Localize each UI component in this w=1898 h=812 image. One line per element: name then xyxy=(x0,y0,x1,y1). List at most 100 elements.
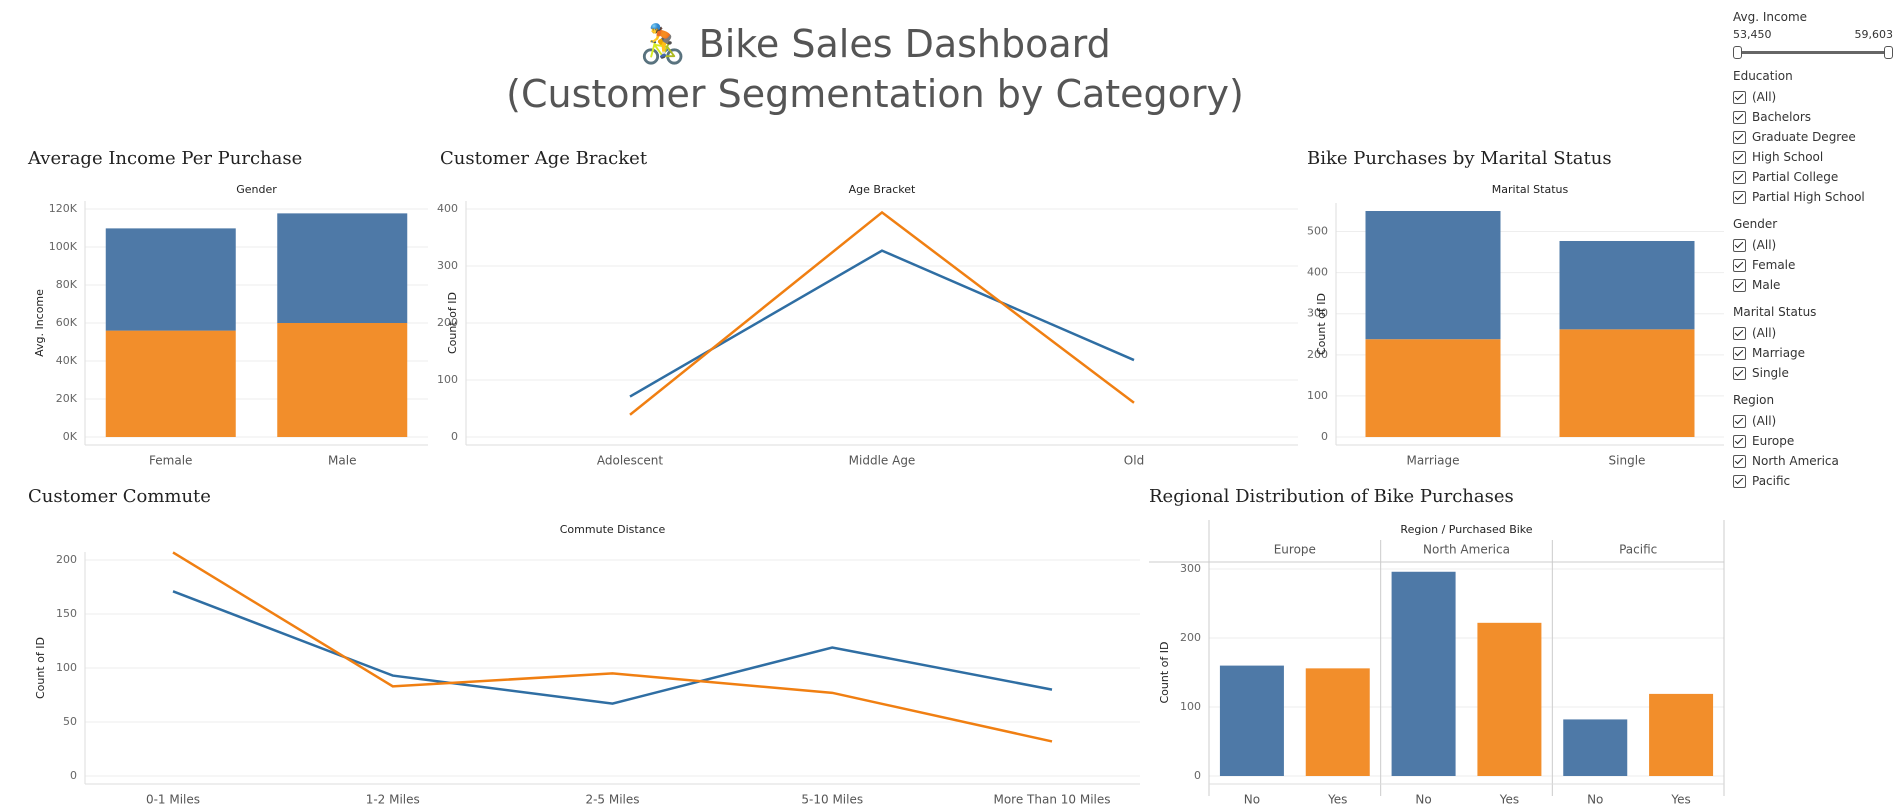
region-group-label: North America xyxy=(1423,543,1510,557)
education-filter-label: Partial College xyxy=(1752,170,1839,184)
age-panel-title: Customer Age Bracket xyxy=(440,148,648,169)
gender-filter-label: (All) xyxy=(1752,238,1777,252)
region-xtick-label: Yes xyxy=(1499,793,1519,807)
gender-filter-option[interactable]: Male xyxy=(1733,275,1893,295)
income-panel-title: Average Income Per Purchase xyxy=(28,148,303,169)
marital-bar-segment xyxy=(1559,240,1695,330)
commute-xtick-label: 5-10 Miles xyxy=(801,793,863,807)
region-filter-label: Pacific xyxy=(1752,474,1791,488)
commute-panel-title: Customer Commute xyxy=(28,486,211,507)
marital-bar-segment xyxy=(1559,329,1695,437)
commute-y-axis-label: Count of ID xyxy=(34,637,47,699)
marital-filter-option[interactable]: Marriage xyxy=(1733,343,1893,363)
gender-filter-option[interactable]: (All) xyxy=(1733,235,1893,255)
commute-xtick-label: 1-2 Miles xyxy=(366,793,420,807)
checkbox-checked-icon[interactable] xyxy=(1733,278,1746,292)
education-filter-option[interactable]: Bachelors xyxy=(1733,107,1893,127)
income-range-values: 53,450 59,603 xyxy=(1733,28,1893,41)
checkbox-checked-icon[interactable] xyxy=(1733,150,1746,164)
checkbox-checked-icon[interactable] xyxy=(1733,238,1746,252)
age-ytick-label: 100 xyxy=(437,373,458,386)
region-bar xyxy=(1649,693,1714,776)
checkbox-checked-icon[interactable] xyxy=(1733,454,1746,468)
income-bar-segment xyxy=(277,323,408,437)
checkbox-checked-icon[interactable] xyxy=(1733,434,1746,448)
marital-ytick-label: 500 xyxy=(1307,225,1328,238)
marital-ytick-label: 200 xyxy=(1307,348,1328,361)
region-bar xyxy=(1477,622,1542,776)
checkbox-checked-icon[interactable] xyxy=(1733,414,1746,428)
region-bar xyxy=(1219,665,1284,776)
education-filter-option[interactable]: High School xyxy=(1733,147,1893,167)
age-series-line xyxy=(629,249,1135,398)
gender-filter-option[interactable]: Female xyxy=(1733,255,1893,275)
region-filter-option[interactable]: Europe xyxy=(1733,431,1893,451)
income-range-slider[interactable] xyxy=(1733,45,1893,59)
region-filter-label: North America xyxy=(1752,454,1839,468)
commute-ytick-label: 200 xyxy=(56,553,77,566)
dashboard-subtitle: (Customer Segmentation by Category) xyxy=(506,72,1244,116)
slider-max-handle[interactable] xyxy=(1884,46,1893,59)
income-max-value: 59,603 xyxy=(1854,28,1894,41)
education-filter-option[interactable]: Partial College xyxy=(1733,167,1893,187)
checkbox-checked-icon[interactable] xyxy=(1733,90,1746,104)
age-ytick-label: 200 xyxy=(437,316,458,329)
commute-header-label: Commute Distance xyxy=(560,523,666,536)
income-bar-segment xyxy=(105,228,236,331)
checkbox-checked-icon[interactable] xyxy=(1733,170,1746,184)
marital-filter-option[interactable]: Single xyxy=(1733,363,1893,383)
gender-filter-title: Gender xyxy=(1733,217,1778,231)
age-y-axis-label: Count of ID xyxy=(446,292,459,354)
region-panel-title: Regional Distribution of Bike Purchases xyxy=(1149,486,1514,507)
checkbox-checked-icon[interactable] xyxy=(1733,110,1746,124)
income-y-axis-label: Avg. Income xyxy=(33,289,46,357)
region-filter-title: Region xyxy=(1733,393,1775,407)
region-group-label: Pacific xyxy=(1619,543,1657,557)
education-filter-option[interactable]: Graduate Degree xyxy=(1733,127,1893,147)
marital-filter-option[interactable]: (All) xyxy=(1733,323,1893,343)
age-header-label: Age Bracket xyxy=(849,183,916,196)
commute-series-line xyxy=(172,590,1053,705)
checkbox-checked-icon[interactable] xyxy=(1733,258,1746,272)
education-filter-option[interactable]: Partial High School xyxy=(1733,187,1893,207)
region-ytick-label: 100 xyxy=(1180,700,1201,713)
region-xtick-label: No xyxy=(1415,793,1431,807)
marital-header-label: Marital Status xyxy=(1492,183,1569,196)
region-y-axis-label: Count of ID xyxy=(1158,642,1171,704)
age-ytick-label: 400 xyxy=(437,202,458,215)
commute-xtick-label: More Than 10 Miles xyxy=(993,793,1110,807)
income-bar-segment xyxy=(105,330,236,437)
education-filter-label: Bachelors xyxy=(1752,110,1812,124)
age-ytick-label: 300 xyxy=(437,259,458,272)
region-filter-option[interactable]: Pacific xyxy=(1733,471,1893,491)
education-filter-label: (All) xyxy=(1752,90,1777,104)
checkbox-checked-icon[interactable] xyxy=(1733,326,1746,340)
education-filter-title: Education xyxy=(1733,69,1793,83)
education-filter-label: Graduate Degree xyxy=(1752,130,1856,144)
marital-filter-title: Marital Status xyxy=(1733,305,1817,319)
checkbox-checked-icon[interactable] xyxy=(1733,366,1746,380)
slider-min-handle[interactable] xyxy=(1733,46,1742,59)
education-filter-option[interactable]: (All) xyxy=(1733,87,1893,107)
region-filter-option[interactable]: (All) xyxy=(1733,411,1893,431)
checkbox-checked-icon[interactable] xyxy=(1733,346,1746,360)
income-filter-title: Avg. Income xyxy=(1733,10,1808,24)
gender-filter-label: Male xyxy=(1752,278,1781,292)
income-ytick-label: 20K xyxy=(56,392,78,405)
region-ytick-label: 0 xyxy=(1194,769,1201,782)
slider-track xyxy=(1737,51,1889,54)
region-filter-option[interactable]: North America xyxy=(1733,451,1893,471)
age-series-line xyxy=(629,210,1135,416)
region-bar xyxy=(1305,668,1370,776)
checkbox-checked-icon[interactable] xyxy=(1733,190,1746,204)
dashboard-title: 🚴 Bike Sales Dashboard xyxy=(639,22,1111,66)
checkbox-checked-icon[interactable] xyxy=(1733,130,1746,144)
commute-xtick-label: 2-5 Miles xyxy=(585,793,639,807)
marital-ytick-label: 0 xyxy=(1321,430,1328,443)
age-xtick-label: Old xyxy=(1124,454,1144,468)
checkbox-checked-icon[interactable] xyxy=(1733,474,1746,488)
commute-series-line xyxy=(172,551,1053,743)
commute-ytick-label: 100 xyxy=(56,661,77,674)
income-header-label: Gender xyxy=(236,183,277,196)
region-filter-label: Europe xyxy=(1752,434,1795,448)
